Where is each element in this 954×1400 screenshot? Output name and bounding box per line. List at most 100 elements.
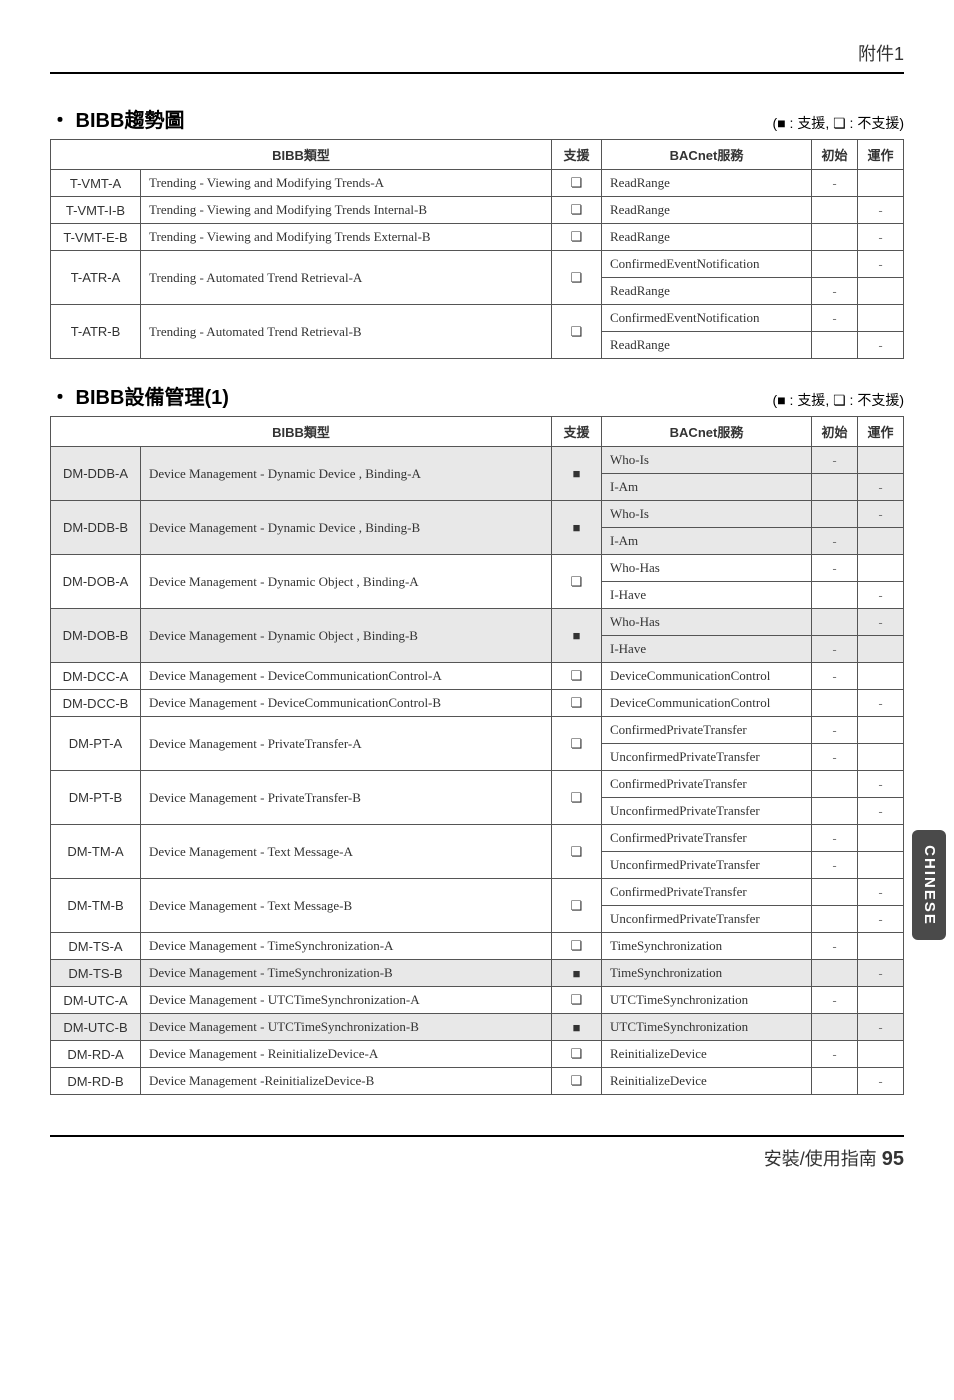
cell-op [858,771,904,798]
cell-code: DM-PT-B [51,771,141,825]
cell-op [858,987,904,1014]
cell-init [812,744,858,771]
col-op: 運作 [858,140,904,170]
cell-code: DM-TS-A [51,933,141,960]
page-footer: 安裝/使用指南 95 [50,1135,904,1171]
cell-op [858,528,904,555]
table-row: DM-DOB-ADevice Management - Dynamic Obje… [51,555,904,582]
cell-desc: Device Management - Text Message-A [141,825,552,879]
cell-desc: Device Management - Dynamic Object , Bin… [141,555,552,609]
cell-code: DM-TS-B [51,960,141,987]
cell-init [812,278,858,305]
cell-op [858,170,904,197]
cell-desc: Trending - Automated Trend Retrieval-A [141,251,552,305]
cell-code: DM-DDB-A [51,447,141,501]
cell-desc: Device Management - DeviceCommunicationC… [141,663,552,690]
table-row: T-ATR-ATrending - Automated Trend Retrie… [51,251,904,278]
cell-init [812,663,858,690]
legend-unsupported: ❏ : 不支援 [833,115,899,131]
cell-service: ReadRange [602,278,812,305]
cell-init [812,555,858,582]
col-service: BACnet服務 [602,417,812,447]
section2-title: ・ BIBB設備管理(1) [50,381,229,410]
cell-service: I-Am [602,474,812,501]
cell-op [858,278,904,305]
cell-op [858,879,904,906]
cell-desc: Device Management - Dynamic Object , Bin… [141,609,552,663]
table-row: T-VMT-E-BTrending - Viewing and Modifyin… [51,224,904,251]
cell-code: DM-RD-B [51,1068,141,1095]
cell-op [858,933,904,960]
cell-op [858,717,904,744]
cell-init [812,474,858,501]
section1-title-row: ・ BIBB趨勢圖 (■ : 支援, ❏ : 不支援) [50,104,904,133]
cell-init [812,771,858,798]
cell-service: UTCTimeSynchronization [602,1014,812,1041]
cell-support [552,305,602,359]
cell-service: ConfirmedPrivateTransfer [602,825,812,852]
cell-init [812,332,858,359]
cell-support [552,447,602,501]
cell-code: DM-TM-A [51,825,141,879]
cell-support [552,987,602,1014]
cell-service: UnconfirmedPrivateTransfer [602,744,812,771]
legend-2: (■ : 支援, ❏ : 不支援) [773,390,904,410]
cell-desc: Device Management - PrivateTransfer-B [141,771,552,825]
table-row: DM-PT-BDevice Management - PrivateTransf… [51,771,904,798]
cell-init [812,1014,858,1041]
cell-desc: Device Management - TimeSynchronization-… [141,960,552,987]
cell-code: T-ATR-B [51,305,141,359]
cell-desc: Device Management - TimeSynchronization-… [141,933,552,960]
cell-init [812,609,858,636]
table-row: DM-UTC-BDevice Management - UTCTimeSynch… [51,1014,904,1041]
cell-desc: Device Management - Dynamic Device , Bin… [141,447,552,501]
cell-support [552,879,602,933]
cell-code: DM-DDB-B [51,501,141,555]
cell-support [552,1068,602,1095]
cell-init [812,717,858,744]
page-header: 附件1 [50,40,904,74]
cell-desc: Trending - Viewing and Modifying Trends … [141,224,552,251]
cell-service: I-Have [602,582,812,609]
cell-service: ConfirmedPrivateTransfer [602,879,812,906]
table-header-row: BIBB類型 支援 BACnet服務 初始 運作 [51,140,904,170]
cell-init [812,447,858,474]
cell-service: ReadRange [602,170,812,197]
cell-init [812,197,858,224]
table-row: DM-DCC-ADevice Management - DeviceCommun… [51,663,904,690]
cell-init [812,906,858,933]
cell-init [812,798,858,825]
cell-op [858,447,904,474]
cell-code: T-VMT-A [51,170,141,197]
table-row: T-ATR-BTrending - Automated Trend Retrie… [51,305,904,332]
cell-init [812,1068,858,1095]
cell-init [812,1041,858,1068]
cell-init [812,879,858,906]
cell-service: ConfirmedPrivateTransfer [602,717,812,744]
col-service: BACnet服務 [602,140,812,170]
cell-init [812,170,858,197]
cell-op [858,798,904,825]
cell-service: I-Have [602,636,812,663]
table-row: DM-TS-ADevice Management - TimeSynchroni… [51,933,904,960]
table-row: DM-DDB-BDevice Management - Dynamic Devi… [51,501,904,528]
cell-desc: Device Management - Text Message-B [141,879,552,933]
cell-init [812,251,858,278]
cell-op [858,251,904,278]
cell-code: DM-DOB-A [51,555,141,609]
cell-init [812,825,858,852]
cell-support [552,197,602,224]
section1-title: ・ BIBB趨勢圖 [50,104,184,133]
cell-code: DM-PT-A [51,717,141,771]
cell-code: DM-UTC-B [51,1014,141,1041]
cell-support [552,960,602,987]
table-row: T-VMT-ATrending - Viewing and Modifying … [51,170,904,197]
cell-support [552,663,602,690]
cell-op [858,636,904,663]
cell-init [812,305,858,332]
table-trending: BIBB類型 支援 BACnet服務 初始 運作 T-VMT-ATrending… [50,139,904,359]
cell-op [858,332,904,359]
cell-op [858,852,904,879]
language-tab: CHINESE [912,830,946,940]
cell-service: DeviceCommunicationControl [602,663,812,690]
